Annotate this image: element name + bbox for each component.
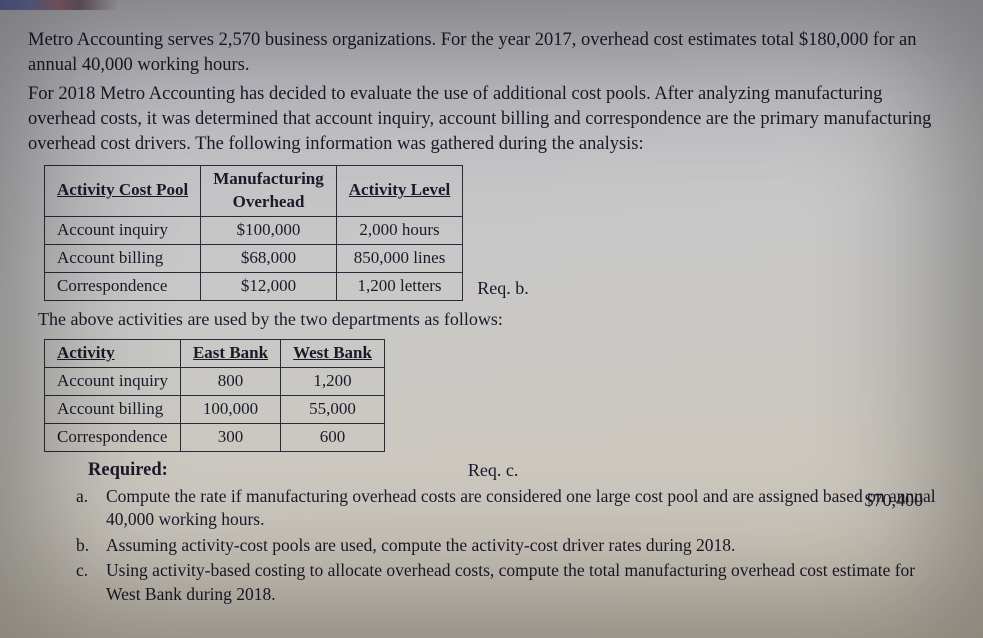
projector-edge	[0, 0, 983, 10]
cost-pool-table-wrap: Activity Cost Pool ManufacturingOverhead…	[44, 165, 953, 301]
col-header-overhead: ManufacturingOverhead	[201, 165, 337, 216]
table-row: Correspondence $12,000 1,200 letters	[45, 272, 463, 300]
table-row: Correspondence 300 600	[45, 423, 385, 451]
table-row: Account inquiry 800 1,200	[45, 367, 385, 395]
table-row: Account billing 100,000 55,000	[45, 395, 385, 423]
cell: 300	[180, 423, 280, 451]
cell: 100,000	[180, 395, 280, 423]
cell: $100,000	[201, 216, 337, 244]
answer-value: $70,400	[865, 488, 924, 512]
required-list: a. Compute the rate if manufacturing ove…	[76, 485, 953, 607]
table-header-row: Activity Cost Pool ManufacturingOverhead…	[45, 165, 463, 216]
list-item: a. Compute the rate if manufacturing ove…	[76, 485, 953, 532]
cost-pool-table: Activity Cost Pool ManufacturingOverhead…	[44, 165, 463, 301]
cell: 55,000	[281, 395, 385, 423]
table-header-row: Activity East Bank West Bank	[45, 339, 385, 367]
required-heading-row: Required: Req. c.	[58, 458, 953, 483]
cell: 600	[281, 423, 385, 451]
req-b-annotation: Req. b.	[477, 276, 529, 300]
col-header-activity: Activity	[45, 339, 181, 367]
cell: Account billing	[45, 395, 181, 423]
col-header-level: Activity Level	[336, 165, 463, 216]
table-row: Account billing $68,000 850,000 lines	[45, 244, 463, 272]
cell: Account inquiry	[45, 216, 201, 244]
item-marker: b.	[76, 534, 96, 558]
cell: 1,200 letters	[336, 272, 463, 300]
between-tables-text: The above activities are used by the two…	[38, 307, 953, 331]
item-text: Using activity-based costing to allocate…	[106, 559, 953, 606]
req-c-annotation: Req. c.	[468, 458, 518, 482]
col-header-pool: Activity Cost Pool	[45, 165, 201, 216]
cell: 800	[180, 367, 280, 395]
item-marker: c.	[76, 559, 96, 606]
cell: Account billing	[45, 244, 201, 272]
col-header-east: East Bank	[180, 339, 280, 367]
cell: 2,000 hours	[336, 216, 463, 244]
problem-document: Metro Accounting serves 2,570 business o…	[0, 0, 983, 619]
item-marker: a.	[76, 485, 96, 532]
cell: Correspondence	[45, 423, 181, 451]
cell: 850,000 lines	[336, 244, 463, 272]
item-text: Compute the rate if manufacturing overhe…	[106, 485, 953, 532]
intro-paragraph-1: Metro Accounting serves 2,570 business o…	[28, 28, 953, 78]
table-row: Account inquiry $100,000 2,000 hours	[45, 216, 463, 244]
col-header-west: West Bank	[281, 339, 385, 367]
intro-paragraph-2: For 2018 Metro Accounting has decided to…	[28, 82, 953, 157]
list-item: b. Assuming activity-cost pools are used…	[76, 534, 953, 558]
item-text: Assuming activity-cost pools are used, c…	[106, 534, 735, 558]
cell: $68,000	[201, 244, 337, 272]
cell: 1,200	[281, 367, 385, 395]
dept-usage-table-wrap: Activity East Bank West Bank Account inq…	[44, 339, 953, 452]
required-label: Required:	[88, 458, 168, 483]
list-item: c. Using activity-based costing to alloc…	[76, 559, 953, 606]
cell: $12,000	[201, 272, 337, 300]
cell: Account inquiry	[45, 367, 181, 395]
dept-usage-table: Activity East Bank West Bank Account inq…	[44, 339, 385, 452]
cell: Correspondence	[45, 272, 201, 300]
